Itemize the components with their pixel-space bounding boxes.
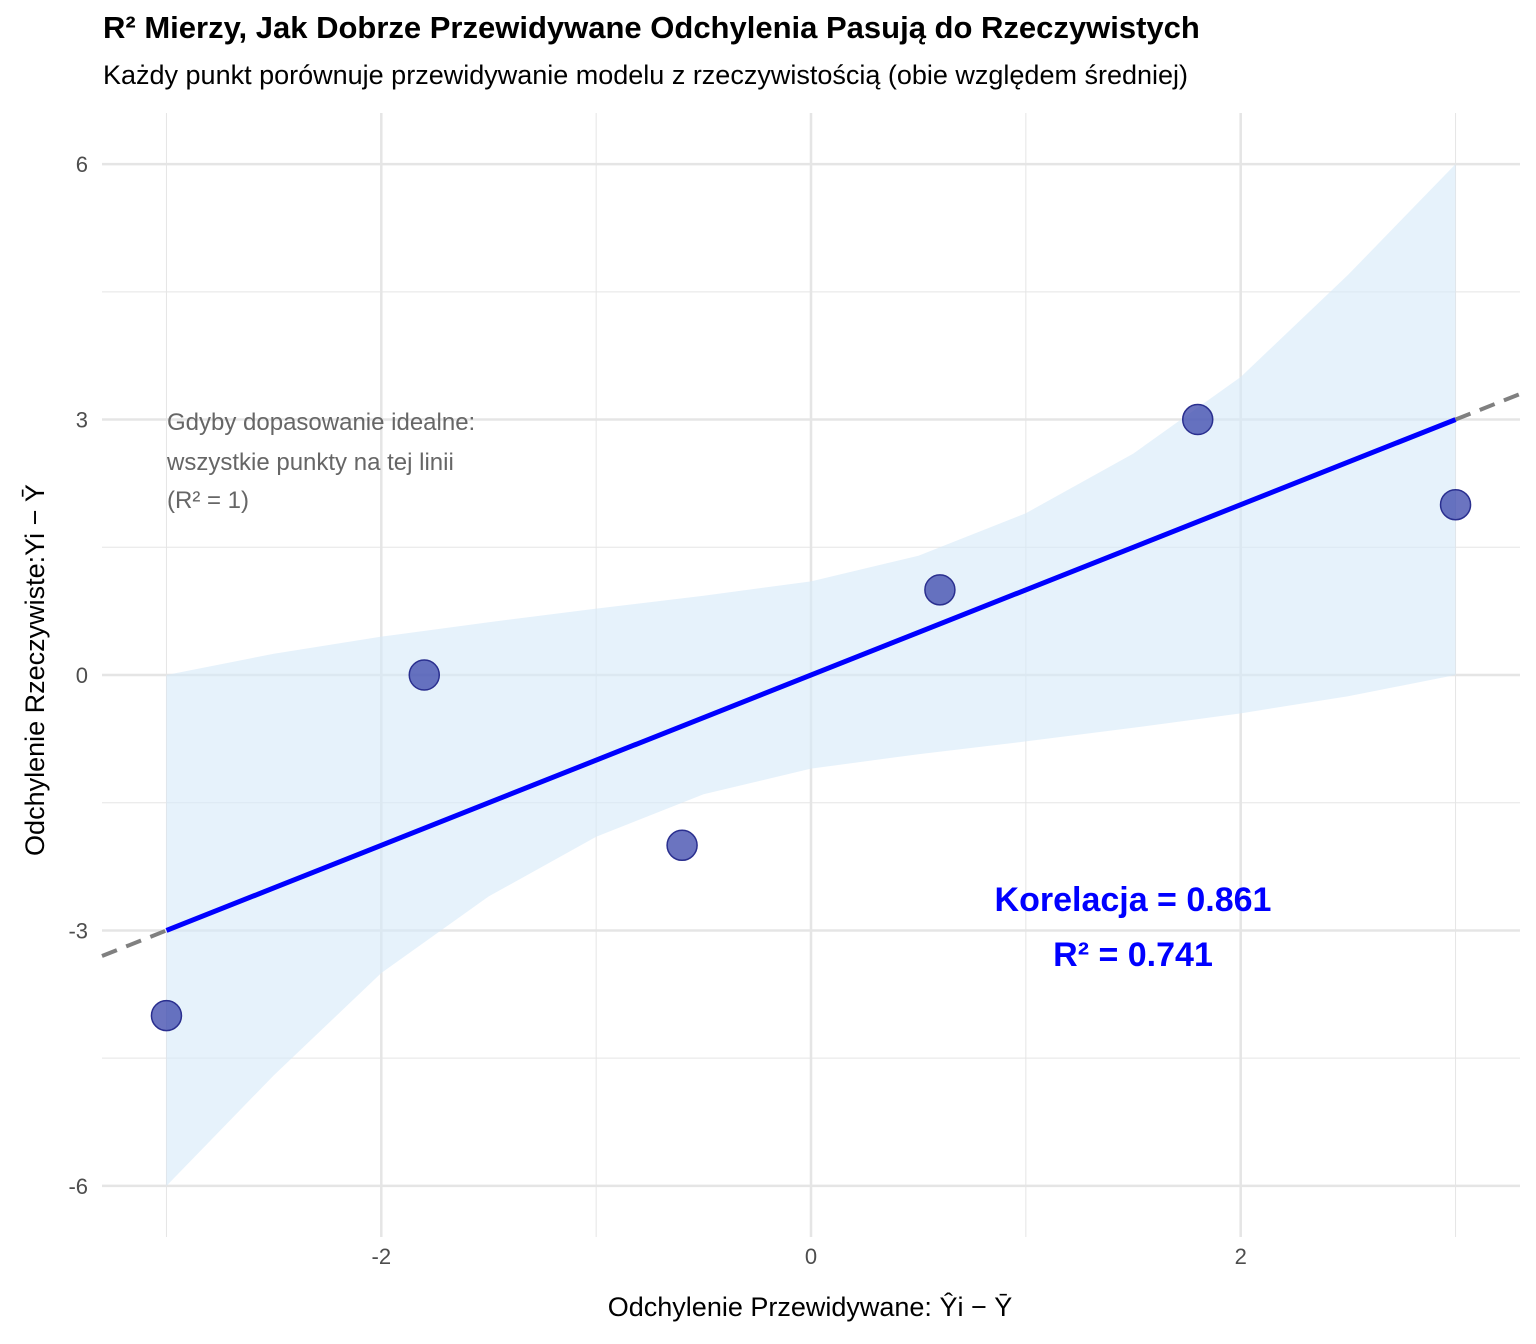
ideal-note-line-1: Gdyby dopasowanie idealne: [167,409,475,436]
y-tick-label: -6 [68,1174,88,1199]
x-axis-title-math: Ŷi − Ȳ [939,1291,1012,1322]
data-points [150,403,1472,1032]
data-point [150,999,183,1032]
data-point [924,574,956,606]
y-tick-label: 3 [76,408,88,433]
y-tick-label: 6 [76,152,88,177]
y-tick-label: -3 [68,918,88,943]
r-squared-label: R² = 0.741 [1053,936,1213,974]
fit-line [165,417,1457,933]
x-tick-label: -2 [372,1244,392,1269]
data-point [666,829,698,862]
chart-title: R² Mierzy, Jak Dobrze Przewidywane Odchy… [103,10,1200,45]
x-tick-label: 0 [805,1244,817,1269]
correlation-label: Korelacja = 0.861 [995,881,1272,919]
y-axis-title-math: Yi − Ȳ [20,484,50,556]
data-point [1439,488,1472,521]
ideal-note-line-2: wszystkie punkty na tej linii [166,449,454,476]
x-axis-title-prefix: Odchylenie Przewidywane: [608,1292,940,1322]
data-point [1181,403,1214,436]
x-tick-label: 2 [1235,1244,1247,1269]
x-axis-title: Odchylenie Przewidywane: Ŷi − Ȳ [608,1291,1012,1322]
y-axis-title: Odchylenie Rzeczywiste:Yi − Ȳ [20,484,50,856]
tick-labels: -2 0 2 6 3 0 -3 -6 [68,152,1246,1269]
y-tick-label: 0 [76,663,88,688]
ideal-note-line-3: (R² = 1) [167,487,249,514]
fit-line-group [165,417,1457,933]
y-axis-title-prefix: Odchylenie Rzeczywiste: [20,556,50,856]
data-point [408,659,441,691]
chart-subtitle: Każdy punkt porównuje przewidywanie mode… [103,60,1188,90]
